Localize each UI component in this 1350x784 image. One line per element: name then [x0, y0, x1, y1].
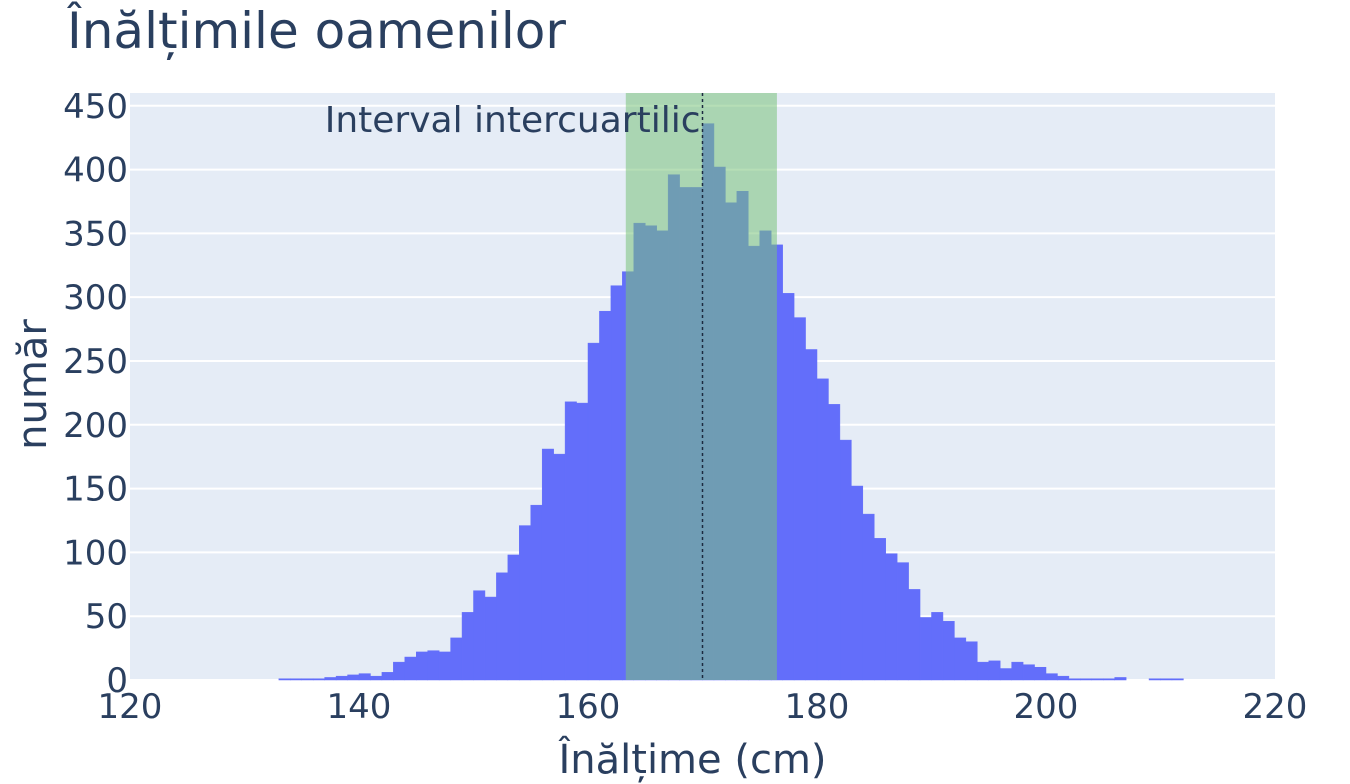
histogram-bar: [977, 661, 989, 681]
y-tick-label: 150: [63, 470, 128, 510]
histogram-bar: [874, 538, 886, 681]
histogram-bar: [1011, 661, 1024, 681]
histogram-bar: [381, 672, 394, 681]
histogram-bar: [347, 674, 360, 681]
x-axis-label: Înălțime (cm): [557, 735, 826, 783]
histogram-bar: [954, 637, 967, 681]
histogram-bar: [301, 678, 314, 681]
x-tick-label: 180: [785, 687, 850, 727]
y-tick-labels: 0 50 100 150 200 250 300 350 400 450: [63, 87, 128, 701]
histogram-bar: [610, 285, 623, 681]
iqr-label: Interval intercuartilic: [325, 100, 701, 141]
x-tick-label: 200: [1014, 687, 1079, 727]
histogram-bar: [908, 589, 921, 681]
histogram-bar: [942, 621, 955, 681]
histogram-bar: [312, 678, 325, 681]
histogram-bar: [1114, 677, 1127, 681]
histogram-bar: [519, 525, 531, 681]
histogram-bar: [793, 317, 806, 681]
y-tick-label: 100: [63, 533, 128, 573]
histogram-bar: [1148, 678, 1161, 681]
histogram-bar: [1091, 678, 1104, 681]
histogram-bar: [1034, 666, 1047, 681]
x-tick-label: 120: [98, 687, 163, 727]
histogram-bar: [896, 562, 909, 681]
histogram-bar: [1068, 678, 1081, 681]
histogram-bar: [851, 485, 864, 681]
histogram-bar: [1022, 664, 1035, 681]
histogram-bar: [416, 651, 428, 681]
x-tick-labels: 120 140 160 180 200 220: [98, 687, 1308, 727]
histogram-bar: [805, 349, 818, 681]
histogram-bar: [965, 641, 978, 681]
x-tick-label: 140: [327, 687, 392, 727]
y-tick-label: 200: [63, 406, 128, 446]
histogram-bar: [828, 404, 841, 681]
x-tick-label: 160: [556, 687, 621, 727]
y-tick-label: 350: [63, 214, 128, 254]
histogram-bar: [427, 650, 440, 681]
histogram-bar: [988, 660, 1001, 681]
histogram-bar: [324, 677, 337, 681]
y-tick-label: 400: [63, 151, 128, 191]
histogram-bar: [1057, 675, 1070, 681]
histogram-bar: [404, 656, 417, 681]
histogram-bar: [1045, 673, 1058, 681]
histogram-bar: [507, 554, 520, 681]
x-tick-label: 220: [1243, 687, 1308, 727]
iqr-band: [625, 93, 777, 680]
y-axis-label: număr: [10, 319, 56, 450]
y-tick-label: 450: [63, 87, 128, 127]
histogram-bar: [541, 448, 554, 681]
histogram-bar: [1160, 678, 1173, 681]
histogram-bar: [576, 402, 589, 681]
histogram-bar: [1103, 678, 1115, 681]
histogram-bar: [782, 293, 795, 681]
histogram-bar: [290, 678, 302, 681]
histogram-bar: [450, 637, 463, 681]
histogram-bar: [393, 661, 406, 681]
histogram-bar: [1171, 678, 1184, 681]
y-tick-label: 50: [85, 597, 128, 637]
y-tick-label: 250: [63, 342, 128, 382]
histogram-bar: [278, 678, 291, 681]
histogram-bar: [358, 673, 371, 681]
histogram-bar: [335, 675, 348, 681]
chart-title: Înălțimile oamenilor: [66, 1, 566, 60]
histogram-bar: [496, 572, 509, 681]
histogram-bar: [473, 590, 486, 681]
histogram-bar: [919, 617, 932, 681]
histogram-bar: [553, 453, 566, 681]
y-tick-label: 300: [63, 278, 128, 318]
histogram-bar: [587, 342, 600, 681]
histogram-bar: [370, 675, 383, 681]
histogram-bar: [438, 651, 451, 681]
histogram-bar: [999, 668, 1012, 681]
histogram-bar: [1080, 678, 1093, 681]
histogram-bar: [931, 612, 944, 681]
histogram-bar: [461, 612, 474, 681]
histogram-bar: [862, 513, 875, 681]
histogram-bar: [599, 310, 612, 681]
y-tick-label: 0: [106, 661, 128, 701]
histogram-bar: [564, 401, 577, 681]
histogram-bar: [885, 553, 898, 681]
histogram-bar: [484, 596, 497, 681]
histogram-bar: [839, 439, 852, 681]
histogram-bar: [816, 378, 829, 681]
histogram-bar: [530, 504, 543, 681]
